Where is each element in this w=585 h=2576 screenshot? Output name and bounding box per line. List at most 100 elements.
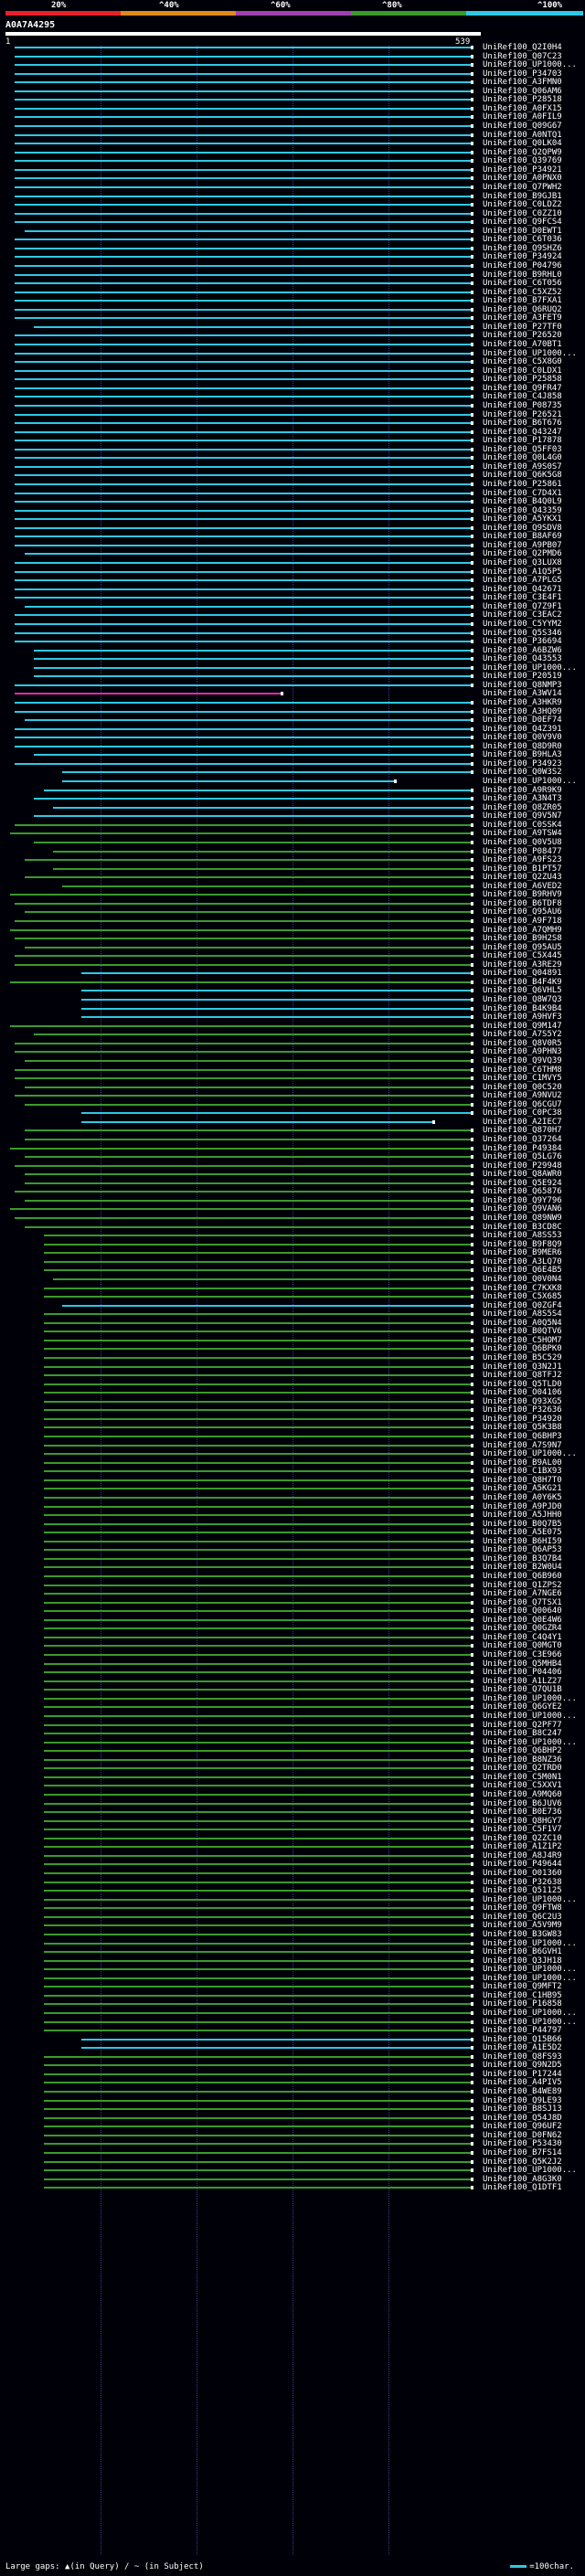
hit-label[interactable]: UniRef100_Q6K5G8 <box>483 471 562 481</box>
hit-label[interactable]: UniRef100_A6VED2 <box>483 881 562 891</box>
hit-row[interactable]: UniRef100_Q8AWR0 <box>0 1170 585 1180</box>
alignment-bar[interactable] <box>15 823 472 826</box>
alignment-bar[interactable] <box>43 1723 472 1726</box>
hit-label[interactable]: UniRef100_A9HVF3 <box>483 1012 562 1023</box>
alignment-bar[interactable] <box>43 1392 472 1394</box>
alignment-bar[interactable] <box>24 719 472 722</box>
hit-label[interactable]: UniRef100_Q93XG5 <box>483 1396 562 1406</box>
hit-label[interactable]: UniRef100_Q5S346 <box>483 628 562 638</box>
alignment-bar[interactable] <box>43 1269 472 1272</box>
hit-label[interactable]: UniRef100_A0FIL9 <box>483 112 562 122</box>
hit-row[interactable]: UniRef100_C1HB95 <box>0 1991 585 2001</box>
hit-row[interactable]: UniRef100_Q8FS93 <box>0 2052 585 2062</box>
hit-row[interactable]: UniRef100_Q9VAN6 <box>0 1204 585 1214</box>
hit-label[interactable]: UniRef100_Q09G67 <box>483 122 562 132</box>
hit-row[interactable]: UniRef100_B9RHV9 <box>0 890 585 900</box>
alignment-bar[interactable] <box>43 1697 472 1700</box>
hit-label[interactable]: UniRef100_Q5LG76 <box>483 1152 562 1162</box>
hit-row[interactable]: UniRef100_Q7Z9F1 <box>0 602 585 612</box>
hit-label[interactable]: UniRef100_A0PNX0 <box>483 174 562 184</box>
alignment-bar[interactable] <box>43 1741 472 1744</box>
hit-row[interactable]: UniRef100_Q6AP53 <box>0 1545 585 1555</box>
alignment-bar[interactable] <box>43 1296 472 1299</box>
hit-label[interactable]: UniRef100_Q6RUQ2 <box>483 304 562 314</box>
hit-label[interactable]: UniRef100_UP1000... <box>483 663 577 673</box>
alignment-bar[interactable] <box>15 448 472 451</box>
hit-label[interactable]: UniRef100_P29948 <box>483 1161 562 1171</box>
hit-label[interactable]: UniRef100_C7D4X1 <box>483 488 562 498</box>
hit-label[interactable]: UniRef100_Q6B960 <box>483 1572 562 1581</box>
hit-row[interactable]: UniRef100_Q6BHP2 <box>0 1746 585 1756</box>
hit-label[interactable]: UniRef100_Q9SDV8 <box>483 523 562 533</box>
hit-label[interactable]: UniRef100_A3N4T3 <box>483 794 562 804</box>
alignment-bar[interactable] <box>43 1426 472 1429</box>
hit-label[interactable]: UniRef100_A8S5S4 <box>483 1309 562 1320</box>
hit-row[interactable]: UniRef100_B0E736 <box>0 1807 585 1818</box>
hit-label[interactable]: UniRef100_C5XXV1 <box>483 1781 562 1791</box>
hit-row[interactable]: UniRef100_UP1000... <box>0 1895 585 1905</box>
alignment-bar[interactable] <box>43 1436 472 1438</box>
hit-label[interactable]: UniRef100_B6TDF8 <box>483 898 562 908</box>
hit-label[interactable]: UniRef100_C4Q4Y1 <box>483 1632 562 1642</box>
alignment-bar[interactable] <box>15 963 472 966</box>
alignment-bar[interactable] <box>15 588 472 590</box>
hit-row[interactable]: UniRef100_P29948 <box>0 1161 585 1171</box>
alignment-bar[interactable] <box>15 1164 472 1167</box>
alignment-bar[interactable] <box>43 1662 472 1665</box>
alignment-bar[interactable] <box>10 1024 472 1027</box>
alignment-bar[interactable] <box>43 1339 472 1341</box>
hit-label[interactable]: UniRef100_Q0LK04 <box>483 139 562 149</box>
hit-label[interactable]: UniRef100_Q8D9R0 <box>483 741 562 751</box>
hit-label[interactable]: UniRef100_A70BT1 <box>483 340 562 350</box>
alignment-bar[interactable] <box>81 1016 472 1019</box>
alignment-bar[interactable] <box>24 876 472 879</box>
hit-label[interactable]: UniRef100_A0Y6K5 <box>483 1492 562 1502</box>
alignment-bar[interactable] <box>15 90 472 92</box>
hit-row[interactable]: UniRef100_Q2ZC10 <box>0 1834 585 1844</box>
alignment-bar[interactable] <box>53 1277 472 1280</box>
alignment-bar[interactable] <box>43 1654 472 1657</box>
alignment-bar[interactable] <box>43 1444 472 1447</box>
alignment-bar[interactable] <box>15 430 472 433</box>
alignment-bar[interactable] <box>43 1915 472 1918</box>
hit-label[interactable]: UniRef100_A1E5D2 <box>483 2043 562 2053</box>
hit-label[interactable]: UniRef100_Q65876 <box>483 1187 562 1197</box>
hit-label[interactable]: UniRef100_Q5K3B8 <box>483 1423 562 1433</box>
hit-row[interactable]: UniRef100_Q00640 <box>0 1606 585 1617</box>
alignment-bar[interactable] <box>15 492 472 494</box>
hit-row[interactable]: UniRef100_A0Q5N4 <box>0 1319 585 1329</box>
alignment-bar[interactable] <box>43 1829 472 1831</box>
hit-label[interactable]: UniRef100_A3FET9 <box>483 313 562 323</box>
alignment-bar[interactable] <box>62 780 396 783</box>
hit-label[interactable]: UniRef100_C1BX93 <box>483 1467 562 1477</box>
alignment-bar[interactable] <box>15 684 472 686</box>
alignment-bar[interactable] <box>15 256 472 259</box>
hit-label[interactable]: UniRef100_Q8W7Q3 <box>483 995 562 1005</box>
hit-label[interactable]: UniRef100_P49644 <box>483 1860 562 1870</box>
alignment-bar[interactable] <box>15 247 472 249</box>
hit-row[interactable]: UniRef100_B4Q0L9 <box>0 497 585 507</box>
alignment-bar[interactable] <box>15 1095 472 1097</box>
alignment-bar[interactable] <box>15 317 472 320</box>
hit-row[interactable]: UniRef100_B4K9B4 <box>0 1004 585 1014</box>
hit-label[interactable]: UniRef100_C5X685 <box>483 1292 562 1302</box>
hit-label[interactable]: UniRef100_Q9FR47 <box>483 383 562 393</box>
hit-label[interactable]: UniRef100_Q95AU5 <box>483 942 562 952</box>
hit-label[interactable]: UniRef100_Q89NW9 <box>483 1214 562 1224</box>
hit-label[interactable]: UniRef100_A9MQ60 <box>483 1790 562 1799</box>
hit-row[interactable]: UniRef100_Q7TSX1 <box>0 1598 585 1608</box>
alignment-bar[interactable] <box>43 1618 472 1621</box>
hit-label[interactable]: UniRef100_P04406 <box>483 1668 562 1678</box>
hit-label[interactable]: UniRef100_A7PLG5 <box>483 576 562 586</box>
alignment-bar[interactable] <box>53 806 472 809</box>
hit-label[interactable]: UniRef100_D0EF74 <box>483 716 562 726</box>
alignment-bar[interactable] <box>43 1959 472 1962</box>
hit-row[interactable]: UniRef100_Q9Y796 <box>0 1196 585 1206</box>
hit-label[interactable]: UniRef100_B8NZ36 <box>483 1754 562 1765</box>
hit-label[interactable]: UniRef100_Q9VQ39 <box>483 1055 562 1065</box>
alignment-bar[interactable] <box>15 239 472 241</box>
hit-row[interactable]: UniRef100_Q9N2D5 <box>0 2061 585 2071</box>
alignment-bar[interactable] <box>43 1453 472 1456</box>
alignment-bar[interactable] <box>24 1059 472 1062</box>
hit-label[interactable]: UniRef100_B0QTV6 <box>483 1327 562 1337</box>
